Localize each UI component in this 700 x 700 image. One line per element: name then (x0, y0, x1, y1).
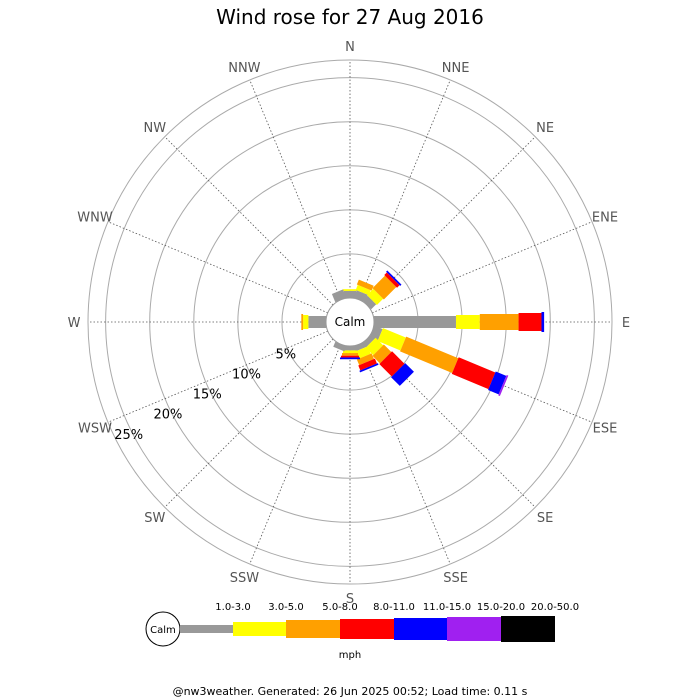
bar-n-0 (344, 290, 356, 298)
bar-ese-5 (498, 374, 509, 396)
direction-label-ne: NE (536, 121, 554, 136)
bar-ne-3 (384, 272, 400, 288)
direction-label-nw: NW (144, 121, 167, 136)
legend-label-3: 8.0-11.0 (373, 602, 415, 613)
direction-label-sw: SW (144, 511, 165, 526)
outer-ring (87, 59, 613, 585)
legend-swatch-6 (501, 616, 555, 642)
direction-label-ese: ESE (593, 422, 618, 437)
percent-label-2: 15% (193, 388, 222, 403)
percent-label-4: 25% (114, 428, 143, 443)
bar-ne-0 (362, 295, 377, 310)
bar-e-1 (455, 315, 480, 329)
bar-s-2 (342, 353, 358, 356)
legend-swatch-0 (180, 625, 233, 633)
bar-e-2 (479, 314, 519, 330)
bar-w-1 (303, 315, 309, 329)
legend-calm-label: Calm (150, 625, 176, 636)
legend-label-6: 20.0-50.0 (531, 602, 579, 613)
percent-label-0: 5% (275, 348, 296, 363)
bar-nne-2 (356, 279, 374, 291)
bar-w-2 (301, 314, 304, 330)
legend-label-1: 3.0-5.0 (268, 602, 303, 613)
direction-label-ssw: SSW (230, 571, 260, 586)
direction-label-e: E (622, 316, 630, 331)
bar-ne-4 (386, 270, 402, 286)
direction-label-w: W (68, 316, 81, 331)
bar-ese-1 (377, 328, 406, 351)
direction-label-se: SE (537, 511, 553, 526)
bar-nne-0 (353, 290, 368, 303)
direction-label-wnw: WNW (77, 210, 113, 225)
direction-label-wsw: WSW (78, 422, 112, 437)
spoke-ene (372, 221, 593, 314)
bar-ese-4 (488, 371, 507, 395)
direction-label-sse: SSE (443, 571, 468, 586)
legend-label-2: 5.0-8.0 (322, 602, 357, 613)
bar-se-3 (379, 351, 405, 377)
bar-e-4 (541, 312, 545, 332)
legend-swatch-3 (340, 619, 394, 639)
bar-sse-4 (359, 363, 379, 373)
spoke-nne (358, 79, 451, 300)
calm-label: Calm (335, 315, 366, 329)
bar-ese-3 (451, 357, 496, 390)
direction-label-nnw: NNW (228, 61, 260, 76)
bar-w-0 (308, 316, 326, 328)
bar-n-1 (343, 289, 357, 291)
legend-label-4: 11.0-15.0 (423, 602, 471, 613)
legend-label-5: 15.0-20.0 (477, 602, 525, 613)
direction-label-nne: NNE (442, 61, 470, 76)
speed-legend: Calm 1.0-3.0 3.0-5.0 5.0-8.0 8.0-11.0 11.0-15… (145, 602, 579, 661)
bar-ne-2 (372, 275, 397, 300)
spoke-ne (366, 136, 536, 306)
legend-swatch-4 (394, 618, 447, 640)
bar-se-2 (372, 344, 392, 364)
bar-se-0 (362, 334, 375, 347)
bar-sse-0 (353, 341, 367, 352)
percent-label-1: 10% (232, 368, 261, 383)
bar-e-0 (374, 316, 456, 328)
spoke-sse (358, 344, 451, 565)
chart-title: Wind rose for 27 Aug 2016 (216, 5, 484, 29)
legend-unit: mph (339, 650, 361, 661)
bar-nne-1 (355, 284, 371, 296)
spoke-sw (164, 338, 334, 508)
spoke-wsw (107, 330, 328, 423)
legend-swatch-2 (286, 620, 340, 638)
wind-bars (301, 270, 545, 396)
bar-ne-1 (367, 288, 384, 305)
direction-label-s: S (346, 592, 354, 607)
bar-se-4 (391, 363, 414, 386)
spoke-ssw (249, 344, 342, 565)
legend-swatch-1 (233, 622, 286, 636)
spoke-nnw (249, 79, 342, 300)
direction-labels: N NNE NE ENE E ESE SE SSE S SSW SW WSW W WNW NW NNW (68, 40, 631, 607)
bar-s-3 (341, 355, 359, 358)
bar-s-1 (343, 350, 357, 354)
percent-label-3: 20% (154, 408, 183, 423)
bar-ssw-0 (333, 341, 347, 352)
bar-s-4 (340, 357, 360, 360)
ring-4 (105, 77, 595, 567)
bar-sse-3 (358, 358, 377, 371)
spoke-nw (164, 136, 334, 306)
bar-se-1 (365, 337, 384, 356)
bar-sse-2 (356, 353, 374, 366)
legend-label-0: 1.0-3.0 (215, 602, 250, 613)
bar-e-3 (518, 313, 542, 331)
percent-labels: 5% 10% 15% 20% 25% (114, 348, 296, 443)
bar-s-0 (344, 346, 356, 351)
legend-swatch-5 (447, 617, 501, 641)
spoke-wnw (107, 221, 328, 314)
direction-label-ene: ENE (592, 210, 618, 225)
footer-text: @nw3weather. Generated: 26 Jun 2025 00:5… (173, 685, 528, 698)
bar-ese-2 (400, 336, 459, 373)
direction-label-n: N (345, 40, 355, 55)
calm-circle: Calm (325, 297, 375, 347)
